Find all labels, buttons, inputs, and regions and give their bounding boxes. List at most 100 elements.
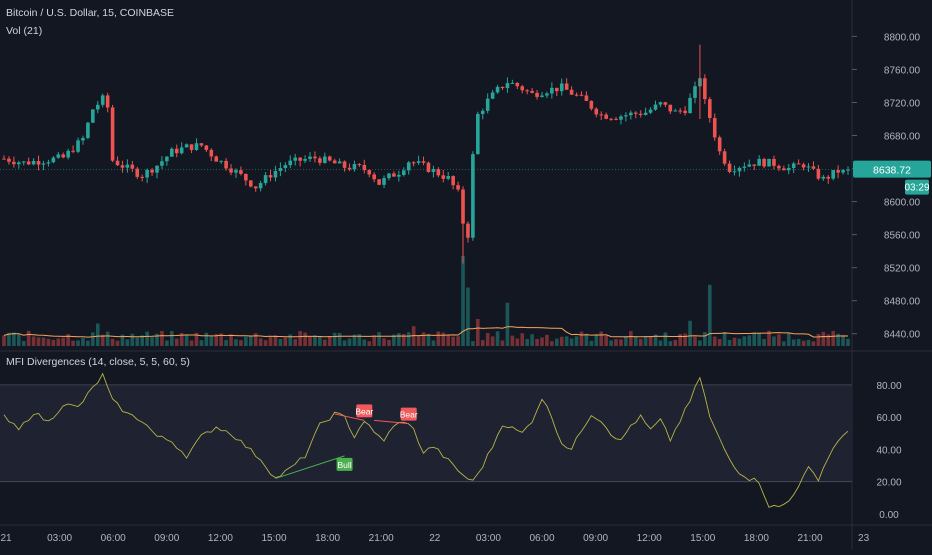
candle-body (619, 116, 623, 120)
candle-body (105, 95, 110, 108)
mfi-band-fill (0, 384, 852, 482)
volume-bar (273, 335, 278, 346)
candle-body (21, 161, 26, 163)
volume-bar (747, 335, 752, 346)
candle-body (199, 143, 204, 146)
candle-body (244, 173, 248, 181)
volume-bar (342, 340, 347, 346)
volume-bar (569, 338, 574, 346)
volume-bar (821, 331, 826, 346)
mfi-indicator-label[interactable]: MFI Divergences (14, close, 5, 5, 60, 5) (6, 356, 190, 368)
volume-bar (95, 323, 100, 346)
volume-bar (579, 331, 584, 346)
candle-body (643, 112, 648, 115)
volume-bar (836, 333, 840, 346)
candle-body (135, 168, 140, 177)
volume-bar (46, 338, 51, 346)
candle-body (584, 95, 589, 101)
volume-bar (703, 332, 707, 346)
candle-body (767, 158, 771, 167)
volume-bar (441, 332, 446, 346)
candle-body (569, 89, 574, 95)
last-price-badge (853, 160, 931, 178)
volume-bar (120, 334, 125, 346)
bear-label-box (356, 404, 373, 418)
candle-body (614, 118, 618, 120)
candle-body (826, 176, 831, 179)
volume-bar (772, 336, 776, 346)
volume-bar (629, 331, 633, 346)
candle-body (352, 164, 357, 170)
price-tick-label: 8720.00 (884, 98, 921, 109)
candle-body (411, 162, 416, 164)
mfi-tick-label: 20.00 (876, 478, 901, 489)
time-tick-label: 12:00 (208, 533, 233, 544)
candle-body (441, 175, 446, 179)
volume-bar (535, 338, 539, 346)
volume-bar (2, 335, 6, 346)
candle-body (41, 163, 46, 165)
candle-body (323, 156, 327, 163)
volume-bar (135, 337, 140, 346)
last-price-value: 8638.72 (873, 165, 911, 177)
volume-bar (451, 336, 455, 346)
candle-body (308, 156, 312, 160)
candle-body (76, 140, 80, 152)
mfi-tick-label: 80.00 (876, 381, 901, 392)
candle-body (17, 162, 21, 165)
candle-body (401, 170, 406, 175)
volume-bar (683, 333, 687, 346)
candle-body (56, 154, 61, 158)
volume-bar (313, 335, 317, 346)
candle-body (663, 102, 668, 105)
volume-bar (816, 333, 821, 346)
volume-bar (732, 337, 737, 346)
candle-body (426, 162, 431, 172)
volume-bar (278, 339, 283, 346)
volume-bar (86, 340, 90, 346)
volume-bar (633, 336, 638, 346)
bear-divergence-line (334, 413, 365, 421)
volume-bar (416, 335, 421, 346)
volume-indicator-label[interactable]: Vol (21) (6, 25, 43, 37)
volume-bar (170, 330, 174, 346)
candle-body (263, 175, 268, 184)
candle-body (762, 158, 766, 167)
volume-bar (105, 331, 110, 346)
volume-bar (71, 340, 75, 346)
candle-body (95, 104, 100, 110)
candle-body (777, 165, 781, 169)
candle-body (554, 87, 559, 92)
volume-bar (21, 341, 26, 346)
volume-bar (214, 334, 219, 346)
symbol-title[interactable]: Bitcoin / U.S. Dollar, 15, COINBASE (6, 7, 175, 19)
candle-body (836, 170, 840, 173)
volume-bar (525, 338, 529, 346)
candle-body (194, 143, 199, 150)
volume-bar (841, 335, 845, 346)
time-tick-label: 06:00 (101, 533, 126, 544)
candle-body (318, 158, 322, 163)
volume-bar (115, 340, 120, 346)
volume-bar (436, 331, 441, 346)
candle-body (816, 168, 821, 179)
candle-body (179, 147, 184, 154)
mfi-tick-label: 40.00 (876, 445, 901, 456)
price-tick-label: 8680.00 (884, 132, 921, 143)
candle-body (772, 158, 776, 166)
candle-body (421, 161, 426, 163)
volume-bar (648, 335, 653, 346)
volume-bar (199, 340, 204, 346)
candle-body (545, 93, 549, 96)
volume-bar (712, 336, 717, 346)
bull-divergence-line (275, 455, 345, 479)
volume-bar (540, 337, 544, 346)
price-tick-label: 8600.00 (884, 198, 921, 209)
candle-body (599, 114, 604, 116)
candle-body (624, 115, 628, 117)
candle-body (801, 164, 806, 168)
volume-bar (796, 338, 801, 346)
price-tick-label: 8480.00 (884, 297, 921, 308)
